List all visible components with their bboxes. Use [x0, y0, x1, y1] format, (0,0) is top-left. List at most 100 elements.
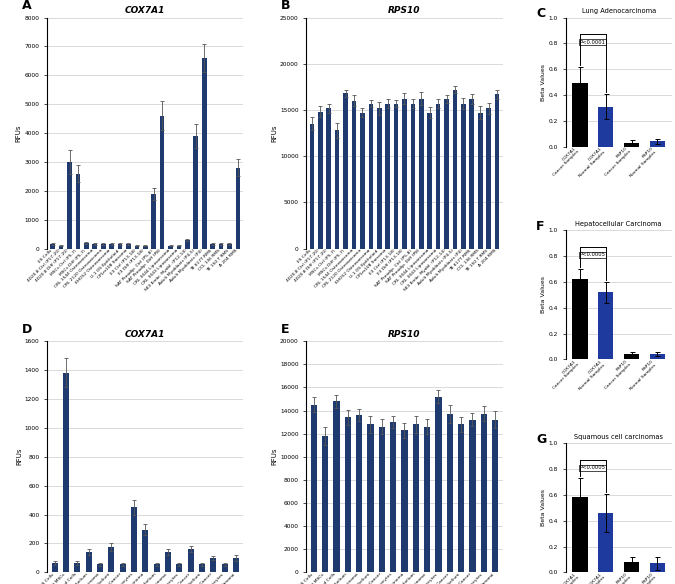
Bar [188, 549, 194, 572]
Bar [219, 244, 223, 249]
Bar [461, 103, 466, 249]
Bar [101, 244, 105, 249]
Bar [402, 99, 407, 249]
Bar [469, 420, 476, 572]
Bar [649, 564, 665, 572]
Bar [624, 142, 639, 147]
Bar [76, 173, 80, 249]
Text: C: C [536, 7, 545, 20]
Bar [318, 112, 323, 249]
Bar [335, 130, 340, 249]
Bar [92, 244, 97, 249]
Bar [369, 103, 373, 249]
Text: B: B [281, 0, 290, 12]
Bar [344, 93, 348, 249]
Bar [151, 194, 156, 249]
Bar [495, 94, 500, 249]
Text: P<0.0005: P<0.0005 [580, 465, 605, 470]
Bar [345, 418, 351, 572]
Bar [109, 244, 114, 249]
Bar [486, 108, 491, 249]
Bar [333, 401, 340, 572]
Bar [367, 425, 373, 572]
Bar [63, 373, 69, 572]
Bar [412, 425, 419, 572]
Bar [51, 244, 55, 249]
Bar [649, 354, 665, 359]
Title: COX7A1: COX7A1 [125, 6, 165, 15]
Bar [126, 244, 131, 249]
Bar [435, 397, 441, 572]
Bar [394, 103, 398, 249]
Bar [142, 530, 148, 572]
Bar [444, 99, 449, 249]
Bar [211, 244, 215, 249]
Bar [427, 113, 432, 249]
Bar [310, 405, 317, 572]
Bar [233, 558, 239, 572]
Bar [185, 240, 190, 249]
Text: D: D [22, 322, 32, 336]
Bar [458, 425, 464, 572]
Bar [352, 101, 356, 249]
Bar [492, 420, 498, 572]
Bar [194, 136, 198, 249]
Title: Hepatocellular Carcinoma: Hepatocellular Carcinoma [575, 221, 662, 227]
Bar [478, 113, 483, 249]
Bar [310, 124, 315, 249]
Bar [447, 414, 453, 572]
Y-axis label: Beta Values: Beta Values [541, 64, 546, 100]
Bar [117, 244, 122, 249]
Bar [598, 106, 614, 147]
Bar [453, 90, 457, 249]
Y-axis label: RFUs: RFUs [16, 448, 22, 465]
Bar [134, 246, 139, 249]
Bar [176, 564, 182, 572]
Bar [572, 279, 588, 359]
Bar [165, 552, 171, 572]
Text: A: A [22, 0, 31, 12]
Bar [390, 422, 396, 572]
Bar [86, 552, 92, 572]
Bar [470, 99, 474, 249]
Bar [160, 116, 165, 249]
Bar [419, 99, 424, 249]
Text: G: G [536, 433, 546, 446]
Bar [97, 564, 103, 572]
Bar [649, 141, 665, 147]
Title: Squamous cell carcinomas: Squamous cell carcinomas [574, 434, 663, 440]
Title: COX7A1: COX7A1 [125, 330, 165, 339]
Bar [236, 168, 240, 249]
Title: RPS10: RPS10 [388, 330, 421, 339]
Bar [424, 427, 430, 572]
Bar [436, 103, 441, 249]
Text: E: E [281, 322, 290, 336]
Bar [377, 108, 381, 249]
Bar [108, 547, 114, 572]
Bar [84, 243, 88, 249]
Text: P<0.0005: P<0.0005 [580, 252, 605, 258]
Text: F: F [536, 220, 545, 233]
Bar [481, 414, 487, 572]
Y-axis label: RFUs: RFUs [16, 124, 22, 142]
Bar [598, 293, 614, 359]
Bar [402, 430, 408, 572]
Title: Lung Adenocarcinoma: Lung Adenocarcinoma [581, 8, 655, 15]
Y-axis label: RFUs: RFUs [271, 448, 277, 465]
Bar [131, 507, 137, 572]
Bar [572, 498, 588, 572]
Bar [410, 103, 415, 249]
Bar [177, 246, 182, 249]
Bar [327, 108, 331, 249]
Y-axis label: Beta Values: Beta Values [541, 489, 546, 526]
Bar [227, 244, 232, 249]
Bar [624, 562, 639, 572]
Bar [210, 558, 217, 572]
Bar [572, 84, 588, 147]
Bar [598, 513, 614, 572]
Text: P<0.0001: P<0.0001 [580, 40, 605, 44]
Bar [356, 415, 362, 572]
Bar [199, 564, 205, 572]
Bar [68, 162, 72, 249]
Bar [74, 563, 80, 572]
